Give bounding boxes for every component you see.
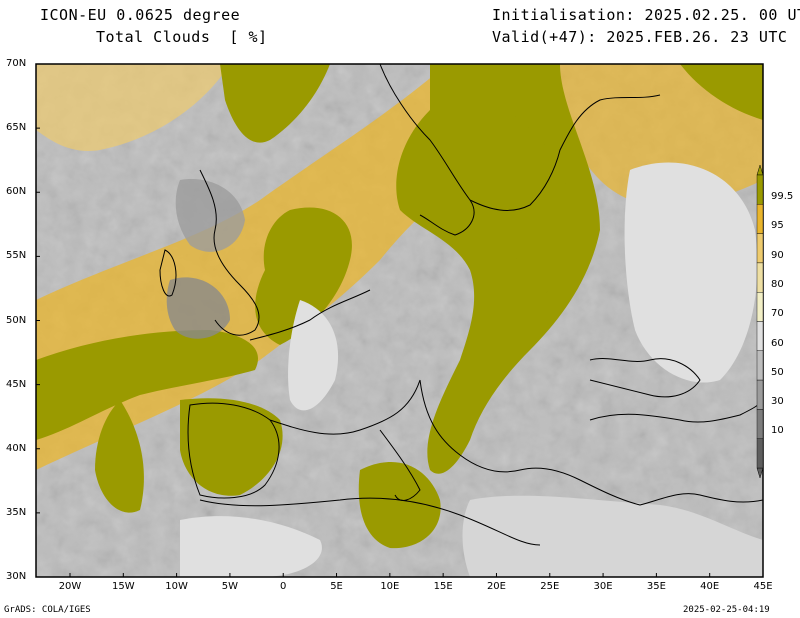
valid-time: Valid(+47): 2025.FEB.26. 23 UTC xyxy=(492,28,788,46)
colorbar-label: 10 xyxy=(771,425,784,437)
colorbar-swatch xyxy=(756,262,764,293)
colorbar-label: 99.5 xyxy=(771,191,794,202)
colorbar-swatch xyxy=(756,350,764,381)
colorbar-swatch xyxy=(756,204,764,234)
colorbar-swatch xyxy=(756,409,764,439)
lon-label: 20W xyxy=(58,581,82,592)
lat-label: 65N xyxy=(6,122,27,134)
variable-title: Total Clouds [ %] xyxy=(96,28,268,46)
colorbar-label: 60 xyxy=(771,337,784,349)
colorbar-label: 70 xyxy=(771,308,784,320)
lon-label: 15W xyxy=(111,581,135,592)
colorbar-swatch xyxy=(756,292,764,322)
lon-label: 40E xyxy=(700,581,720,592)
lat-label: 30N xyxy=(6,571,27,582)
map-field xyxy=(36,64,763,577)
colorbar-swatch xyxy=(756,233,764,264)
colorbar-label: 30 xyxy=(771,396,784,408)
coastlines xyxy=(159,64,763,546)
lat-label: 60N xyxy=(6,186,27,198)
lon-label: 10W xyxy=(165,581,188,592)
colorbar-swatch xyxy=(756,321,764,351)
colorbar-label: 50 xyxy=(771,366,784,378)
model-title: ICON-EU 0.0625 degree xyxy=(40,6,241,24)
lon-label: 0 xyxy=(280,581,287,592)
colorbar-label: 90 xyxy=(771,249,784,261)
lat-label: 40N xyxy=(6,442,27,454)
lon-label: 20E xyxy=(486,581,506,592)
footer-timestamp: 2025-02-25-04:19 xyxy=(683,605,770,615)
colorbar-label: 95 xyxy=(771,220,784,232)
lon-label: 35E xyxy=(646,581,666,592)
colorbar-swatch xyxy=(756,379,764,410)
initialisation-time: Initialisation: 2025.02.25. 00 UTC xyxy=(492,6,800,24)
lon-label: 10E xyxy=(380,581,400,592)
colorbar xyxy=(756,164,764,479)
lon-label: 45E xyxy=(753,581,773,592)
colorbar-swatch xyxy=(756,438,764,469)
lon-label: 25E xyxy=(540,581,560,592)
lat-label: 50N xyxy=(6,314,27,326)
lat-label: 70N xyxy=(6,58,27,69)
lon-label: 5W xyxy=(221,581,239,592)
colorbar-label: 80 xyxy=(771,278,784,290)
lat-label: 55N xyxy=(6,250,27,262)
axis-ticks xyxy=(36,63,764,578)
lat-label: 45N xyxy=(6,378,27,390)
lon-label: 5E xyxy=(330,581,343,592)
lat-label: 35N xyxy=(6,506,27,518)
lon-label: 15E xyxy=(433,581,453,592)
colorbar-swatch xyxy=(756,174,764,205)
footer-credit: GrADS: COLA/IGES xyxy=(4,605,91,615)
lon-label: 30E xyxy=(593,581,613,592)
